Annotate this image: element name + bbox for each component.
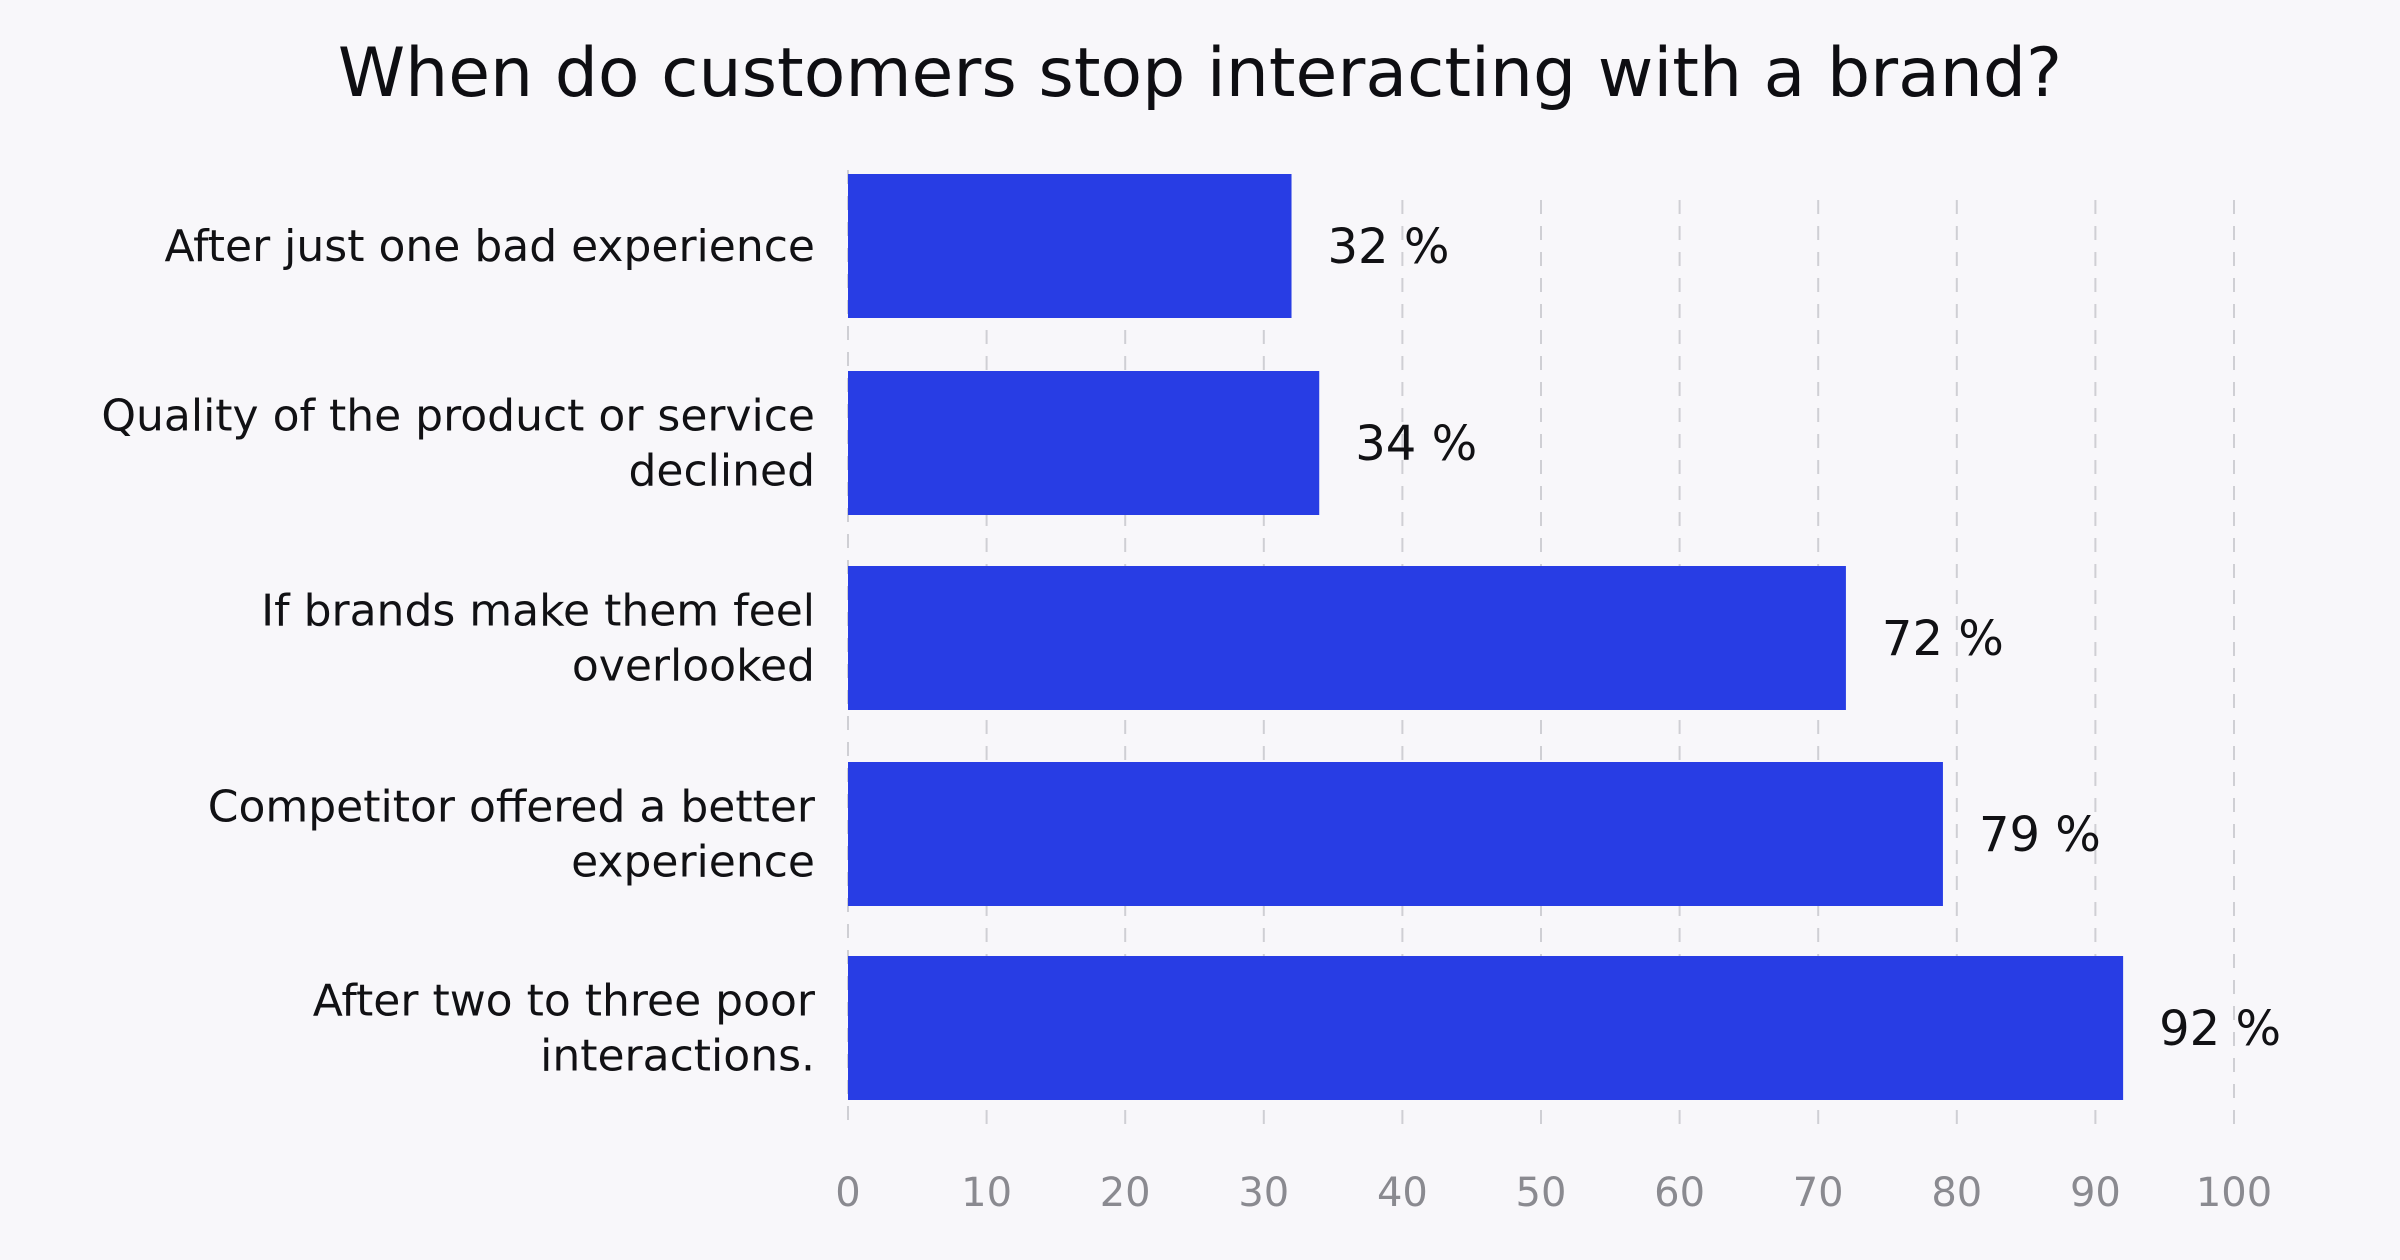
category-label: interactions. xyxy=(540,1031,815,1082)
x-tick-label: 40 xyxy=(1377,1170,1428,1216)
category-label: Competitor offered a better xyxy=(208,782,816,833)
x-tick-label: 100 xyxy=(2196,1170,2272,1216)
x-tick-label: 30 xyxy=(1238,1170,1289,1216)
bar xyxy=(848,956,2124,1100)
bar xyxy=(848,762,1943,906)
bar-value-label: 34 % xyxy=(1355,416,1477,472)
category-label: experience xyxy=(571,837,815,888)
bar-value-label: 32 % xyxy=(1328,219,1450,275)
x-tick-label: 90 xyxy=(2070,1170,2121,1216)
x-tick-label: 0 xyxy=(835,1170,860,1216)
x-tick-label: 50 xyxy=(1516,1170,1567,1216)
category-label: If brands make them feel xyxy=(261,586,815,637)
x-tick-label: 80 xyxy=(1931,1170,1982,1216)
value-labels: 32 % 34 % 72 % 79 % 92 % xyxy=(1328,219,2282,1057)
category-label: After two to three poor xyxy=(313,976,816,1027)
category-label: declined xyxy=(628,446,815,497)
category-label: After just one bad experience xyxy=(165,221,815,272)
x-tick-label: 60 xyxy=(1654,1170,1705,1216)
chart-title: When do customers stop interacting with … xyxy=(338,34,2062,113)
category-label: overlooked xyxy=(572,641,815,692)
bar xyxy=(848,566,1846,710)
category-labels: After just one bad experience Quality of … xyxy=(101,221,816,1082)
bar-value-label: 92 % xyxy=(2159,1001,2281,1057)
bar xyxy=(848,371,1320,515)
x-tick-label: 20 xyxy=(1100,1170,1151,1216)
x-tick-label: 70 xyxy=(1793,1170,1844,1216)
bar-value-label: 79 % xyxy=(1979,807,2101,863)
x-axis-ticks: 0 10 20 30 40 50 60 70 80 90 100 xyxy=(835,1170,2272,1216)
x-tick-label: 10 xyxy=(961,1170,1012,1216)
category-label: Quality of the product or service xyxy=(101,391,815,442)
bars xyxy=(848,174,2124,1100)
bar-value-label: 72 % xyxy=(1882,611,2004,667)
bar xyxy=(848,174,1292,318)
